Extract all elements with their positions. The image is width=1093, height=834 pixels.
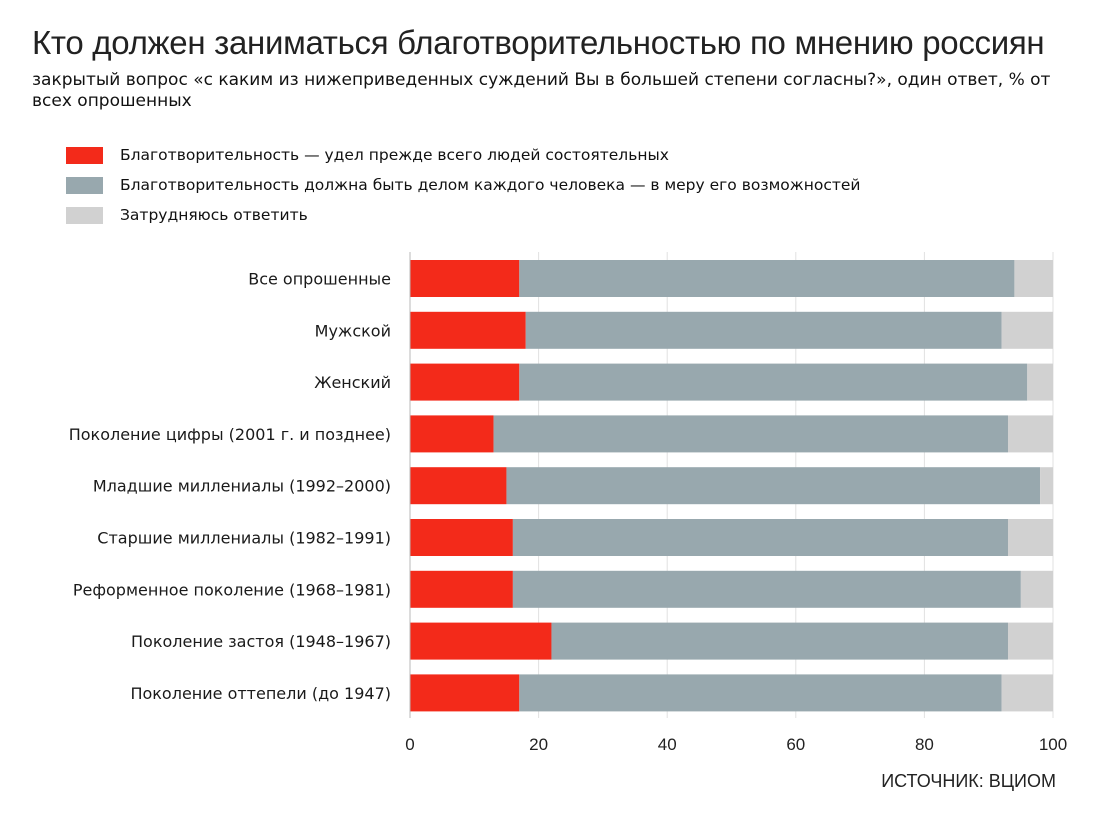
category-label: Все опрошенные <box>248 270 391 289</box>
bar-unsure <box>1001 311 1053 349</box>
bar-wealthy <box>410 311 526 349</box>
bar-wealthy <box>410 260 520 297</box>
category-label: Реформенное поколение (1968–1981) <box>73 580 391 599</box>
category-label: Поколение оттепели (до 1947) <box>130 684 391 703</box>
legend-item-unsure: Затрудняюсь ответить <box>66 200 861 230</box>
bar-unsure <box>1020 570 1053 608</box>
bar-wealthy <box>410 467 507 505</box>
x-tick-label: 100 <box>1039 735 1067 754</box>
bar-wealthy <box>410 570 513 608</box>
bar-unsure <box>1007 622 1053 660</box>
x-tick-label: 20 <box>529 735 548 754</box>
category-label: Женский <box>314 373 391 392</box>
legend-item-everyone: Благотворительность должна быть делом ка… <box>66 170 861 200</box>
bar-everyone <box>493 415 1008 453</box>
bar-everyone <box>519 674 1002 712</box>
legend-item-wealthy: Благотворительность — удел прежде всего … <box>66 140 861 170</box>
light-gray-swatch-icon <box>66 206 103 224</box>
x-tick-label: 40 <box>658 735 677 754</box>
legend-label: Благотворительность — удел прежде всего … <box>120 146 669 164</box>
bar-unsure <box>1001 674 1053 712</box>
bar-unsure <box>1040 467 1053 505</box>
x-tick-label: 80 <box>915 735 934 754</box>
bar-wealthy <box>410 622 552 660</box>
category-label: Мужской <box>315 321 391 340</box>
source-note: ИСТОЧНИК: ВЦИОМ <box>881 771 1056 791</box>
bar-unsure <box>1007 415 1053 453</box>
bar-unsure <box>1014 260 1053 297</box>
category-label: Младшие миллениалы (1992–2000) <box>93 477 391 496</box>
bar-unsure <box>1027 363 1053 401</box>
bar-everyone <box>519 260 1015 297</box>
x-tick-label: 0 <box>405 735 414 754</box>
legend-label: Затрудняюсь ответить <box>120 206 308 224</box>
bar-everyone <box>512 519 1008 556</box>
bar-everyone <box>551 622 1008 660</box>
red-swatch-icon <box>66 146 103 164</box>
legend-label: Благотворительность должна быть делом ка… <box>120 176 861 194</box>
chart-subtitle: закрытый вопрос «с каким из нижеприведен… <box>32 70 1051 111</box>
gray-swatch-icon <box>66 176 103 194</box>
bar-everyone <box>519 363 1028 401</box>
chart-title: Кто должен заниматься благотворительност… <box>32 24 1045 61</box>
bar-wealthy <box>410 674 520 712</box>
bar-everyone <box>506 467 1041 505</box>
bar-everyone <box>512 570 1021 608</box>
bar-wealthy <box>410 519 513 556</box>
bar-everyone <box>525 311 1002 349</box>
category-label: Поколение цифры (2001 г. и позднее) <box>69 425 391 444</box>
x-tick-label: 60 <box>786 735 805 754</box>
legend: Благотворительность — удел прежде всего … <box>66 140 861 230</box>
bar-wealthy <box>410 363 520 401</box>
bar-wealthy <box>410 415 494 453</box>
category-label: Поколение застоя (1948–1967) <box>131 632 391 651</box>
bar-unsure <box>1007 519 1053 556</box>
category-label: Старшие миллениалы (1982–1991) <box>97 529 391 548</box>
